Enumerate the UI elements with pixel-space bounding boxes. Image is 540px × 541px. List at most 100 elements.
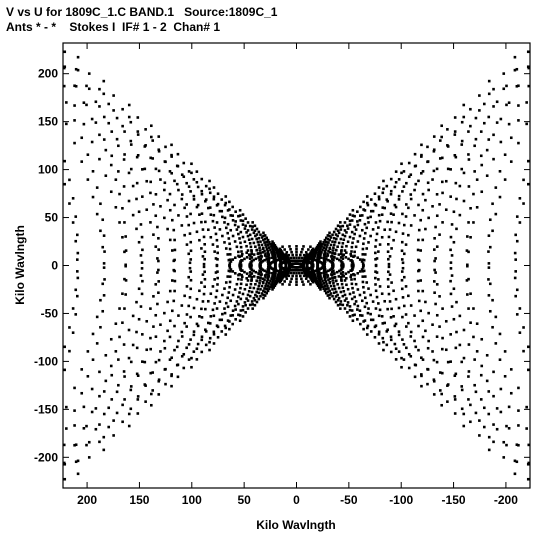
uv-point — [101, 245, 105, 249]
data-points — [62, 50, 531, 481]
uv-point — [215, 289, 219, 293]
uv-point — [101, 218, 105, 222]
uv-point — [189, 212, 192, 216]
uv-point — [487, 435, 491, 439]
uv-point — [168, 319, 172, 323]
uv-point — [414, 182, 418, 186]
uv-point — [263, 290, 267, 294]
uv-point — [462, 199, 466, 203]
uv-point — [389, 338, 393, 342]
uv-point — [257, 230, 261, 234]
uv-point — [211, 219, 215, 223]
uv-point — [328, 234, 331, 238]
uv-point — [218, 209, 222, 213]
uv-point — [475, 350, 479, 353]
uv-point — [150, 392, 153, 396]
uv-point — [487, 250, 490, 253]
uv-point — [212, 213, 216, 217]
uv-point — [351, 208, 355, 212]
uv-point — [369, 330, 373, 333]
uv-point — [87, 456, 91, 459]
uv-point — [154, 335, 158, 338]
uv-point — [487, 266, 491, 269]
uv-point — [115, 411, 119, 415]
uv-point — [462, 424, 466, 428]
y-tick-label: 100 — [38, 163, 58, 177]
uv-point — [269, 285, 272, 288]
uv-point — [367, 221, 370, 224]
uv-point — [159, 205, 162, 208]
uv-point — [427, 311, 430, 315]
uv-point — [157, 291, 160, 295]
uv-point — [263, 249, 266, 253]
uv-point — [509, 160, 513, 163]
uv-point — [170, 374, 173, 378]
uv-point — [62, 66, 66, 70]
uv-point — [427, 188, 430, 192]
uv-point — [291, 259, 295, 263]
uv-point — [317, 257, 321, 260]
uv-point — [491, 325, 494, 329]
uv-point — [110, 373, 114, 377]
uv-point — [392, 213, 395, 216]
uv-point — [117, 170, 120, 173]
uv-point — [351, 265, 355, 269]
uv-point — [239, 297, 243, 301]
uv-point — [268, 240, 271, 244]
uv-point — [239, 260, 243, 264]
uv-point — [505, 443, 508, 447]
uv-point — [201, 228, 205, 231]
uv-point — [278, 275, 281, 279]
uv-point — [221, 234, 224, 238]
uv-point — [386, 328, 389, 332]
uv-point — [240, 278, 243, 281]
uv-point — [482, 406, 486, 410]
uv-point — [74, 239, 78, 243]
uv-point — [231, 322, 234, 326]
uv-point — [407, 206, 410, 210]
uv-point — [123, 398, 126, 401]
uv-point — [440, 347, 444, 351]
uv-point — [257, 272, 260, 275]
uv-point — [333, 287, 337, 291]
uv-point — [467, 221, 470, 224]
uv-point — [525, 122, 528, 126]
uv-point — [360, 260, 364, 263]
uv-point — [258, 281, 261, 285]
uv-point — [310, 257, 314, 261]
uv-point — [462, 412, 466, 416]
uv-point — [317, 242, 321, 245]
uv-point — [469, 420, 472, 424]
uv-point — [298, 256, 301, 260]
uv-point — [334, 227, 338, 231]
uv-point — [276, 255, 280, 258]
uv-point — [369, 198, 373, 201]
uv-point — [449, 195, 452, 198]
uv-point — [328, 289, 331, 293]
uv-point — [292, 256, 295, 260]
uv-point — [140, 292, 144, 296]
uv-point — [473, 170, 476, 173]
uv-point — [336, 303, 340, 307]
uv-point — [288, 264, 292, 268]
uv-point — [363, 305, 367, 309]
uv-point — [334, 295, 338, 298]
uv-point — [339, 256, 343, 259]
uv-point — [152, 295, 155, 298]
uv-point — [474, 411, 478, 415]
uv-point — [420, 374, 423, 378]
uv-point — [505, 84, 508, 88]
uv-point — [198, 289, 201, 293]
uv-point — [145, 348, 149, 352]
uv-point — [328, 277, 332, 280]
uv-point — [275, 281, 279, 284]
uv-point — [252, 269, 255, 273]
chart-subtitle: Ants * - * Stokes I IF# 1 - 2 Chan# 1 — [6, 20, 221, 34]
uv-point — [216, 270, 219, 273]
uv-point — [168, 238, 172, 242]
uv-point — [170, 373, 173, 376]
uv-point — [380, 315, 384, 318]
uv-point — [467, 158, 471, 161]
uv-point — [196, 203, 200, 207]
uv-point — [98, 157, 101, 161]
